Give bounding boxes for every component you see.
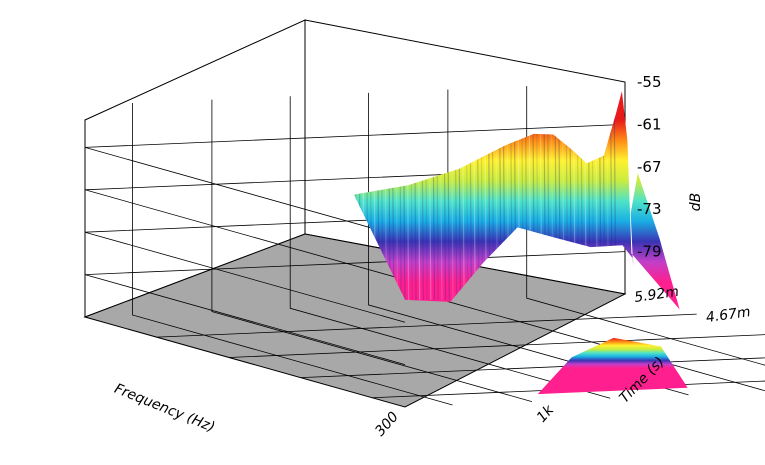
x-axis-title: Frequency (Hz) (112, 381, 217, 436)
front-slice-area (537, 337, 688, 395)
freq-gridline (289, 96, 611, 399)
z-axis-title: dB (688, 193, 704, 212)
front-spectrum-slice (537, 337, 688, 395)
freq-gridline (132, 102, 453, 406)
db-tick-label: -55 (637, 73, 662, 91)
freq-tick-label: 1k (534, 402, 558, 426)
db-tick-labels: -55 -61 -67 -73 -79 (637, 73, 662, 261)
floor (83, 233, 627, 408)
freq-gridline (211, 99, 533, 402)
db-tick-label: -67 (637, 158, 662, 176)
time-gridline (228, 334, 765, 358)
time-gridline (156, 313, 697, 338)
db-tick-label: -79 (637, 243, 662, 261)
db-tick-label: -73 (637, 200, 662, 218)
time-tick-label: 5.92m (633, 284, 680, 306)
db-tick-label: -61 (637, 115, 662, 133)
surface-fill (353, 91, 680, 310)
z-gridline (84, 124, 626, 238)
freq-tick-label: 300 (372, 409, 402, 440)
time-tick-label: 4.67m (705, 304, 752, 326)
